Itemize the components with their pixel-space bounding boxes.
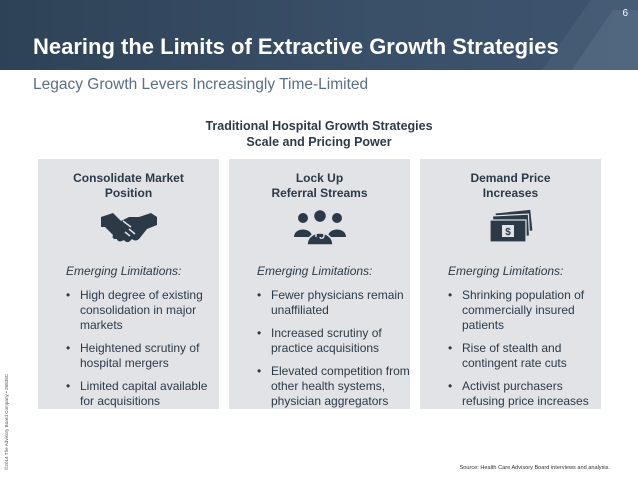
section-heading-line2: Scale and Pricing Power [246,135,392,149]
list-item: Limited capital available for acquisitio… [66,379,224,409]
limitations-label: Emerging Limitations: [257,264,373,278]
copyright-notice: ©2014 The Advisory Board Company • 28838… [4,373,9,470]
strategy-column-referral: Lock Up Referral Streams Emerging Limita… [229,159,410,409]
decorative-chevron-graphic [542,0,638,70]
page-subtitle: Legacy Growth Levers Increasingly Time-L… [33,76,369,93]
physician-group-icon [229,207,410,246]
list-item: Shrinking population of commercially ins… [448,288,606,333]
list-item: Activist purchasers refusing price incre… [448,379,606,409]
column-title: Consolidate Market Position [38,171,219,201]
column-title-line2: Increases [482,186,539,200]
list-item: Rise of stealth and contingent rate cuts [448,341,606,371]
list-item: Heightened scrutiny of hospital mergers [66,341,224,371]
page-number: 6 [622,8,628,19]
section-heading: Traditional Hospital Growth Strategies S… [0,118,638,150]
list-item: High degree of existing consolidation in… [66,288,224,333]
column-title-line1: Demand Price [470,171,551,185]
list-item: Fewer physicians remain unaffiliated [257,288,415,318]
list-item: Increased scrutiny of practice acquisiti… [257,326,415,356]
limitations-label: Emerging Limitations: [66,264,182,278]
column-title: Demand Price Increases [420,171,601,201]
section-heading-line1: Traditional Hospital Growth Strategies [205,119,433,133]
list-item: Elevated competition from other health s… [257,364,415,409]
column-title: Lock Up Referral Streams [229,171,410,201]
limitations-list: Fewer physicians remain unaffiliated Inc… [257,288,415,417]
limitations-list: Shrinking population of commercially ins… [448,288,606,417]
column-title-line2: Referral Streams [271,186,368,200]
handshake-icon [38,207,219,243]
money-stack-icon: $ [420,207,601,243]
page-title: Nearing the Limits of Extractive Growth … [33,34,559,59]
column-title-line1: Lock Up [295,171,344,185]
source-note: Source: Health Care Advisory Board inter… [459,465,610,471]
strategy-column-consolidate: Consolidate Market Position Emerging Lim… [38,159,219,409]
limitations-list: High degree of existing consolidation in… [66,288,224,417]
column-title-line2: Position [104,186,153,200]
column-title-line1: Consolidate Market [73,171,184,185]
strategy-column-pricing: Demand Price Increases $ Emerging Limita… [420,159,601,409]
svg-text:$: $ [505,227,511,238]
limitations-label: Emerging Limitations: [448,264,564,278]
header-banner: 6 Nearing the Limits of Extractive Growt… [0,0,638,70]
